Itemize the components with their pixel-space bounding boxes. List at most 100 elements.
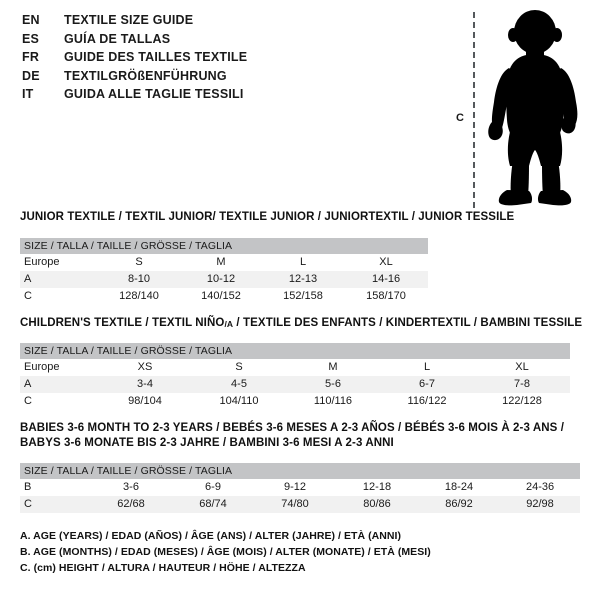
- measure-label-c: C: [456, 112, 464, 124]
- cell-value: 8-10: [98, 270, 180, 288]
- language-title-list: EN TEXTILE SIZE GUIDE ES GUÍA DE TALLAS …: [22, 13, 247, 106]
- language-code: ES: [22, 31, 40, 46]
- row-label: C: [20, 393, 98, 410]
- cell-value: 62/68: [90, 496, 172, 513]
- language-code: FR: [22, 50, 40, 64]
- language-code: DE: [22, 68, 40, 83]
- table-row: B 3-6 6-9 9-12 12-18 18-24 24-36: [20, 479, 581, 496]
- legend-row-b: B. AGE (MONTHS) / EDAD (MESES) / ÂGE (MO…: [20, 546, 431, 558]
- table-row: C 62/68 68/74 74/80 80/86 86/92 92/98: [20, 496, 581, 513]
- table-row: A 3-4 4-5 5-6 6-7 7-8: [20, 376, 570, 393]
- row-label: C: [20, 287, 98, 305]
- table-row: A 8-10 10-12 12-13 14-16: [20, 270, 429, 288]
- row-label: A: [20, 376, 98, 393]
- size-tables: JUNIOR TEXTILE / TEXTIL JUNIOR/ TEXTILE …: [0, 210, 600, 513]
- section-title-junior: JUNIOR TEXTILE / TEXTIL JUNIOR/ TEXTILE …: [20, 211, 515, 223]
- table-row: C 98/104 104/110 110/116 116/122 122/128: [20, 393, 570, 410]
- cell-value: 92/98: [500, 496, 581, 513]
- size-header-label: SIZE / TALLA / TAILLE / GRÖSSE / TAGLIA: [20, 463, 581, 479]
- cell-value: XL: [344, 253, 429, 271]
- cell-value: 3-4: [98, 376, 192, 393]
- table-row: C 128/140 140/152 152/158 158/170: [20, 287, 429, 305]
- cell-value: XL: [474, 359, 570, 376]
- section-babies-textile: BABIES 3-6 MONTH TO 2-3 YEARS / BEBÉS 3-…: [0, 421, 600, 513]
- language-row-de: DE TEXTILGRÖßENFÜHRUNG: [22, 69, 247, 88]
- language-title: GUIDA ALLE TAGLIE TESSILI: [64, 87, 244, 101]
- language-title: GUIDE DES TAILLES TEXTILE: [64, 50, 248, 64]
- height-measurement-figure: C: [440, 8, 600, 208]
- section-title-children-sub: /A: [224, 319, 234, 329]
- table-header-row: SIZE / TALLA / TAILLE / GRÖSSE / TAGLIA: [20, 463, 581, 479]
- section-title-children: CHILDREN'S TEXTILE / TEXTIL NIÑO/A / TEX…: [0, 316, 600, 331]
- cell-value: 4-5: [192, 376, 286, 393]
- cell-value: 68/74: [172, 496, 254, 513]
- cell-value: 12-13: [262, 270, 344, 288]
- cell-value: 24-36: [500, 479, 581, 496]
- row-label: A: [20, 270, 98, 288]
- cell-value: 128/140: [98, 287, 180, 305]
- language-row-it: IT GUIDA ALLE TAGLIE TESSILI: [22, 87, 247, 106]
- language-code: IT: [22, 87, 34, 101]
- toddler-silhouette-icon: [488, 10, 578, 206]
- cell-value: 12-18: [336, 479, 418, 496]
- section-junior-textile: JUNIOR TEXTILE / TEXTIL JUNIOR/ TEXTILE …: [0, 210, 600, 305]
- language-title: TEXTILE SIZE GUIDE: [64, 13, 194, 27]
- cell-value: 6-9: [172, 479, 254, 496]
- cell-value: 98/104: [98, 393, 192, 410]
- cell-value: 7-8: [474, 376, 570, 393]
- cell-value: 158/170: [344, 287, 429, 305]
- section-title-children-post: / TEXTILE DES ENFANTS / KINDERTEXTIL / B…: [233, 316, 583, 329]
- cell-value: XS: [98, 359, 192, 376]
- cell-value: 74/80: [254, 496, 336, 513]
- language-code: EN: [22, 13, 40, 27]
- cell-value: S: [192, 359, 286, 376]
- height-dashed-line-icon: [473, 12, 475, 208]
- cell-value: 6-7: [380, 376, 474, 393]
- section-title-children-pre: CHILDREN'S TEXTILE / TEXTIL NIÑO: [20, 316, 225, 329]
- cell-value: 110/116: [286, 393, 380, 410]
- cell-value: 122/128: [474, 393, 570, 410]
- cell-value: 140/152: [180, 287, 262, 305]
- language-row-en: EN TEXTILE SIZE GUIDE: [22, 13, 247, 32]
- section-title-babies-line2: BABYS 3-6 MONATE BIS 2-3 JAHRE / BAMBINI…: [20, 436, 394, 449]
- cell-value: 9-12: [254, 479, 336, 496]
- cell-value: 86/92: [418, 496, 500, 513]
- legend-row-c: C. (cm) HEIGHT / ALTURA / HAUTEUR / HÖHE…: [20, 562, 306, 574]
- row-label: Europe: [20, 359, 98, 376]
- cell-value: 116/122: [380, 393, 474, 410]
- cell-value: 18-24: [418, 479, 500, 496]
- language-title: TEXTILGRÖßENFÜHRUNG: [64, 68, 227, 83]
- cell-value: 14-16: [344, 270, 429, 288]
- language-row-es: ES GUÍA DE TALLAS: [22, 32, 247, 51]
- row-label: C: [20, 496, 90, 513]
- size-header-label: SIZE / TALLA / TAILLE / GRÖSSE / TAGLIA: [20, 237, 429, 254]
- section-title-babies-line1: BABIES 3-6 MONTH TO 2-3 YEARS / BEBÉS 3-…: [20, 422, 564, 434]
- cell-value: M: [180, 253, 262, 271]
- cell-value: S: [98, 253, 180, 271]
- table-header-row: SIZE / TALLA / TAILLE / GRÖSSE / TAGLIA: [20, 343, 570, 359]
- section-childrens-textile: CHILDREN'S TEXTILE / TEXTIL NIÑO/A / TEX…: [0, 316, 600, 410]
- table-header-row: SIZE / TALLA / TAILLE / GRÖSSE / TAGLIA: [20, 237, 429, 254]
- junior-size-table: SIZE / TALLA / TAILLE / GRÖSSE / TAGLIA …: [20, 237, 429, 305]
- table-row: Europe S M L XL: [20, 253, 429, 271]
- cell-value: 104/110: [192, 393, 286, 410]
- cell-value: 3-6: [90, 479, 172, 496]
- cell-value: 10-12: [180, 270, 262, 288]
- row-label: Europe: [20, 253, 98, 271]
- cell-value: 5-6: [286, 376, 380, 393]
- row-label: B: [20, 479, 90, 496]
- table-row: Europe XS S M L XL: [20, 359, 570, 376]
- size-header-label: SIZE / TALLA / TAILLE / GRÖSSE / TAGLIA: [20, 343, 570, 359]
- children-size-table: SIZE / TALLA / TAILLE / GRÖSSE / TAGLIA …: [20, 343, 570, 410]
- language-row-fr: FR GUIDE DES TAILLES TEXTILE: [22, 50, 247, 69]
- cell-value: L: [380, 359, 474, 376]
- cell-value: M: [286, 359, 380, 376]
- language-title: GUÍA DE TALLAS: [64, 31, 171, 46]
- babies-size-table: SIZE / TALLA / TAILLE / GRÖSSE / TAGLIA …: [20, 463, 581, 513]
- cell-value: 152/158: [262, 287, 344, 305]
- header-area: EN TEXTILE SIZE GUIDE ES GUÍA DE TALLAS …: [0, 0, 600, 210]
- cell-value: 80/86: [336, 496, 418, 513]
- legend-key: A. AGE (YEARS) / EDAD (AÑOS) / ÂGE (ANS)…: [20, 528, 580, 576]
- legend-row-a: A. AGE (YEARS) / EDAD (AÑOS) / ÂGE (ANS)…: [20, 530, 402, 542]
- cell-value: L: [262, 253, 344, 271]
